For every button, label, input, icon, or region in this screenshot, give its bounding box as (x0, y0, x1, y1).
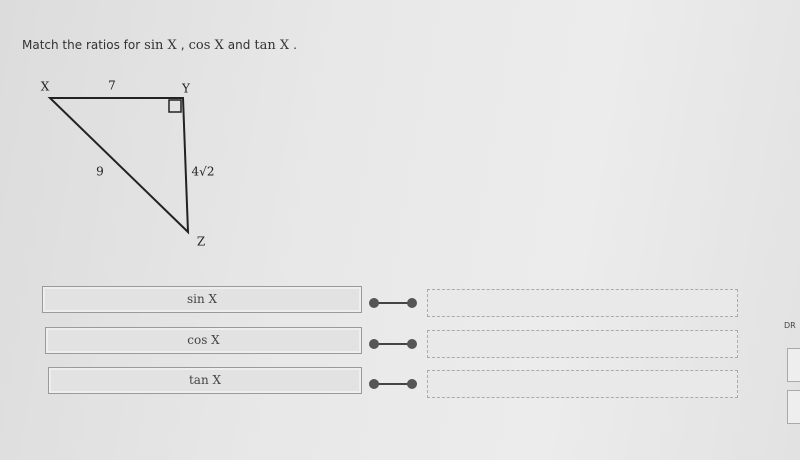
answer-tile[interactable] (787, 390, 800, 424)
ratio-tile[interactable]: tan X (48, 367, 362, 394)
connector (368, 294, 420, 308)
math-term: tan X (254, 38, 290, 53)
ratio-tile[interactable]: cos X (45, 327, 362, 354)
connector (368, 335, 420, 349)
prompt-text: Match the ratios for (22, 38, 141, 52)
ratio-tile[interactable]: sin X (42, 286, 362, 313)
connector (368, 375, 420, 389)
vertex-label: Y (181, 82, 191, 96)
prompt-text: , (180, 38, 185, 52)
drop-target[interactable] (427, 330, 738, 358)
drop-target[interactable] (427, 370, 738, 398)
drop-target[interactable] (427, 289, 738, 317)
math-term: sin X (144, 38, 177, 53)
drag-label: DR (784, 321, 796, 330)
prompt-text: . (293, 38, 297, 52)
connector-icon (369, 339, 417, 349)
math-term: cos X (188, 38, 224, 53)
vertex-label: X (41, 80, 50, 94)
prompt-text: and (227, 38, 251, 52)
right-angle-mark (168, 99, 182, 113)
side-label: 4√2 (192, 165, 215, 179)
connector-icon (369, 379, 417, 389)
side-label: 7 (108, 79, 116, 93)
side-label: 9 (96, 165, 104, 179)
answer-tile[interactable] (787, 348, 800, 382)
vertex-label: Z (197, 235, 205, 249)
triangle (47, 97, 190, 235)
connector-icon (369, 298, 417, 308)
